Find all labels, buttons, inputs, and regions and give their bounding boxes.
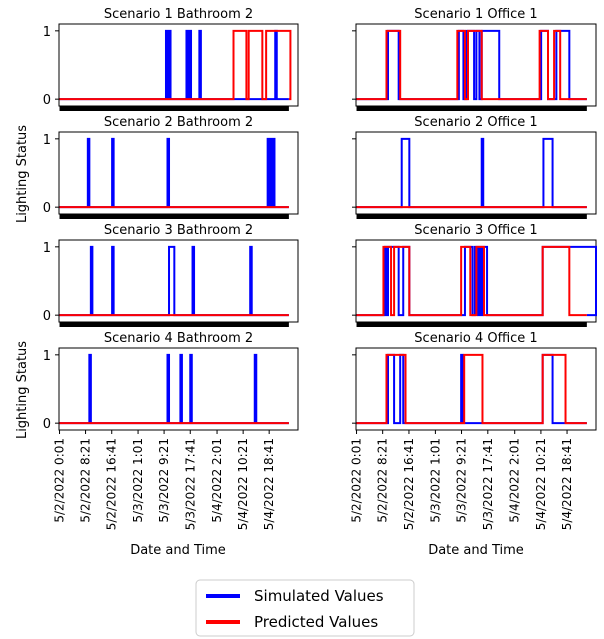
- subplot-title: Scenario 1 Office 1: [414, 7, 537, 22]
- subplot-title: Scenario 1 Bathroom 2: [104, 7, 253, 22]
- subplot-8: Scenario 4 Office 1 5/2/2022 0:01 5/2/2022…: [350, 331, 597, 530]
- subplot-6: Scenario 3 Office 1: [352, 223, 597, 327]
- y-axis-label-bottom: Lighting Status: [15, 341, 30, 439]
- x-tick-label: 5/3/2022 9:21: [455, 438, 469, 523]
- series-line-predicted: [356, 353, 587, 425]
- x-tick-label: 5/4/2022 18:41: [262, 438, 276, 530]
- legend: Simulated Values Predicted Values: [195, 579, 415, 637]
- y-tick-label: 0: [43, 201, 51, 216]
- x-tick-band: [356, 214, 587, 219]
- axes-frame: [355, 347, 597, 431]
- y-tick-label: 1: [43, 25, 51, 40]
- y-tick-label: 0: [43, 309, 51, 324]
- subplot-title: Scenario 2 Office 1: [414, 115, 537, 130]
- subplot-title: Scenario 4 Bathroom 2: [104, 331, 253, 346]
- subplot-title: Scenario 4 Office 1: [414, 331, 537, 346]
- subplot-4: Scenario 2 Office 1: [352, 115, 597, 219]
- x-tick-band: [59, 214, 289, 219]
- subplot-1: Scenario 1 Bathroom 2 0 1: [43, 7, 299, 111]
- x-tick-label: 5/3/2022 9:21: [157, 438, 171, 523]
- axes-frame: [58, 347, 299, 431]
- y-tick-label: 0: [43, 417, 51, 432]
- x-tick-label: 5/4/2022 18:41: [560, 438, 574, 530]
- x-tick-band: [59, 106, 289, 111]
- x-tick-label: 5/2/2022 8:21: [79, 438, 93, 523]
- series-line-simulated: [59, 137, 289, 209]
- subplot-2: Scenario 1 Office 1: [352, 7, 597, 111]
- series-line-simulated: [59, 245, 289, 317]
- x-tick-label: 5/4/2022 2:01: [508, 438, 522, 523]
- series-line-predicted: [356, 29, 587, 101]
- x-tick-label: 5/4/2022 2:01: [210, 438, 224, 523]
- legend-frame: [195, 579, 415, 637]
- axes-frame: [355, 131, 597, 215]
- x-tick-label: 5/2/2022 16:41: [105, 438, 119, 530]
- x-axis-label-right: Date and Time: [428, 543, 524, 558]
- series-line-simulated: [356, 353, 587, 425]
- subplot-title: Scenario 3 Bathroom 2: [104, 223, 253, 238]
- axes-frame: [58, 131, 299, 215]
- x-tick-band: [356, 106, 587, 111]
- subplot-title: Scenario 3 Office 1: [414, 223, 537, 238]
- subplot-grid: Scenario 1 Bathroom 2 0 1 Scenario 1 Office…: [43, 7, 597, 530]
- y-tick-label: 1: [43, 241, 51, 256]
- y-axis-label-top: Lighting Status: [15, 125, 30, 223]
- legend-label-simulated: Simulated Values: [254, 587, 384, 605]
- subplot-3: Scenario 2 Bathroom 2 0 1: [43, 115, 299, 219]
- x-tick-label: 5/2/2022 16:41: [402, 438, 416, 530]
- series-line-predicted: [59, 29, 292, 101]
- subplot-5: Scenario 3 Bathroom 2 0 1: [43, 223, 299, 327]
- axes-frame: [58, 239, 299, 323]
- subplot-7: Scenario 4 Bathroom 2 0 1 5/2/2022 0:01 5/2/…: [43, 331, 299, 530]
- series-line-simulated: [59, 353, 289, 425]
- x-axis-label-left: Date and Time: [130, 543, 226, 558]
- x-tick-label: 5/3/2022 17:41: [481, 438, 495, 530]
- x-tick-label: 5/4/2022 10:21: [534, 438, 548, 530]
- series-line-predicted: [356, 245, 587, 317]
- x-tick-label: 5/2/2022 0:01: [350, 438, 364, 523]
- x-tick-label: 5/4/2022 10:21: [236, 438, 250, 530]
- x-tick-label: 5/3/2022 17:41: [183, 438, 197, 530]
- y-tick-label: 0: [43, 93, 51, 108]
- x-tick-label: 5/3/2022 1:01: [428, 438, 442, 523]
- x-tick-band: [356, 322, 587, 327]
- y-tick-label: 1: [43, 349, 51, 364]
- y-tick-label: 1: [43, 133, 51, 148]
- x-tick-label: 5/2/2022 0:01: [53, 438, 67, 523]
- x-tick-label: 5/3/2022 1:01: [131, 438, 145, 523]
- series-line-simulated: [356, 137, 587, 209]
- subplot-title: Scenario 2 Bathroom 2: [104, 115, 253, 130]
- series-line-simulated: [59, 29, 289, 101]
- x-tick-label: 5/2/2022 8:21: [376, 438, 390, 523]
- x-tick-band: [59, 322, 289, 327]
- series-line-simulated: [356, 29, 587, 101]
- legend-label-predicted: Predicted Values: [254, 613, 378, 631]
